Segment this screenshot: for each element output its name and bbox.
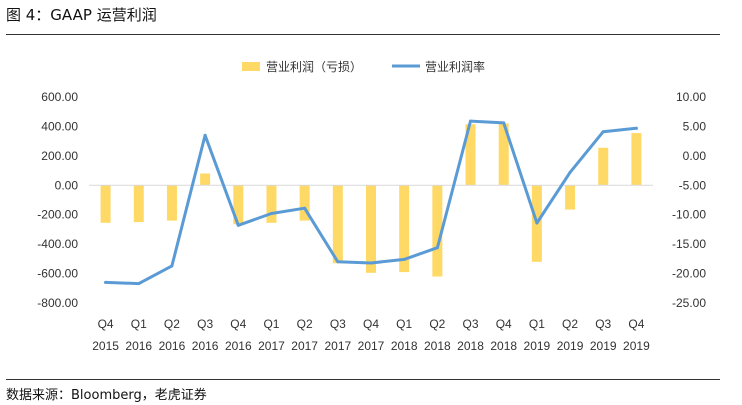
x-label-quarter: Q3 [197,317,213,331]
margin-point-q2-2017 [303,206,307,210]
x-label-year: 2019 [623,339,650,353]
x-label-year: 2019 [524,339,551,353]
legend-swatch-bar [242,62,260,71]
line-series [104,119,638,286]
x-label-year: 2016 [159,339,186,353]
margin-point-q1-2019 [535,221,539,225]
x-label-quarter: Q3 [330,317,346,331]
margin-point-q2-2018 [435,246,439,250]
margin-point-q4-2015 [104,280,108,284]
right-tick-label: 10.00 [676,90,706,104]
x-label-year: 2018 [490,339,517,353]
x-label-year: 2019 [557,339,584,353]
bar-q4-2019 [631,133,642,186]
margin-point-q1-2016 [137,282,141,286]
margin-point-q3-2017 [336,260,340,264]
bar-q2-2017 [299,185,310,221]
margin-point-q1-2018 [402,257,406,261]
x-label-quarter: Q2 [562,317,578,331]
x-label-year: 2017 [291,339,318,353]
bar-q2-2018 [432,185,443,277]
x-label-quarter: Q1 [529,317,545,331]
margin-point-q3-2016 [203,133,207,137]
margin-point-q4-2018 [502,121,506,125]
x-label-year: 2016 [125,339,152,353]
x-label-quarter: Q1 [131,317,147,331]
x-label-quarter: Q2 [429,317,445,331]
figure-title: 图 4：GAAP 运营利润 [6,6,157,24]
x-label-quarter: Q4 [230,317,246,331]
right-tick-label: -20.00 [672,267,706,281]
source-divider [6,379,720,380]
x-label-year: 2017 [324,339,351,353]
left-tick-label: 400.00 [41,119,78,133]
left-axis-ticks: 600.00 400.00 200.00 0.00 -200.00 -400.00 -600… [37,90,78,310]
right-tick-label: -25.00 [672,296,706,310]
x-label-year: 2016 [192,339,219,353]
legend-label-bar: 营业利润（亏损） [266,60,362,74]
x-label-year: 2018 [457,339,484,353]
right-tick-label: -5.00 [679,178,707,192]
x-label-year: 2019 [590,339,617,353]
right-tick-label: 5.00 [683,119,707,133]
bar-q3-2016 [200,173,211,186]
margin-point-q4-2019 [634,126,638,130]
legend: 营业利润（亏损） 营业利润率 [242,59,485,74]
margin-point-q2-2016 [170,264,174,268]
bar-q4-2017 [366,185,376,273]
x-label-quarter: Q1 [263,317,279,331]
margin-point-q3-2019 [601,130,605,134]
bar-q3-2019 [598,147,609,186]
bar-q4-2015 [100,185,111,223]
legend-label-line: 营业利润率 [425,59,485,74]
right-tick-label: -10.00 [672,208,706,222]
bar-series [100,123,642,277]
x-label-year: 2018 [391,339,418,353]
x-label-quarter: Q4 [363,317,379,331]
bar-q1-2017 [266,185,277,223]
x-label-year: 2017 [258,339,285,353]
left-tick-label: -200.00 [37,208,78,222]
x-label-quarter: Q2 [164,317,180,331]
title-divider [6,34,720,35]
margin-point-q4-2017 [369,261,373,265]
margin-point-q3-2018 [469,119,473,123]
bar-q2-2016 [166,185,177,221]
left-tick-label: 600.00 [41,90,78,104]
left-tick-label: 0.00 [55,178,79,192]
bar-q3-2017 [332,185,343,264]
margin-point-q1-2017 [269,212,273,216]
right-tick-label: -15.00 [672,237,706,251]
bar-q2-2019 [565,185,576,210]
bar-q4-2016 [233,185,244,225]
x-label-year: 2018 [424,339,451,353]
left-tick-label: -600.00 [37,267,78,281]
bar-q1-2018 [399,185,410,273]
x-label-quarter: Q3 [595,317,611,331]
x-label-year: 2017 [358,339,385,353]
source-note: 数据来源：Bloomberg，老虎证券 [6,388,207,403]
bar-q3-2018 [465,124,476,186]
right-tick-label: 0.00 [683,149,707,163]
left-tick-label: -400.00 [37,237,78,251]
x-label-quarter: Q4 [98,317,114,331]
x-label-quarter: Q4 [496,317,512,331]
left-tick-label: 200.00 [41,149,78,163]
x-label-quarter: Q2 [297,317,313,331]
bar-q1-2016 [133,185,144,223]
left-tick-label: -800.00 [37,296,78,310]
combo-chart: 营业利润（亏损） 营业利润率 600.00 400.00 200.00 0.00 -20… [37,59,706,353]
x-label-quarter: Q1 [396,317,412,331]
x-label-quarter: Q3 [463,317,479,331]
x-label-year: 2016 [225,339,252,353]
right-axis-ticks: 10.00 5.00 0.00 -5.00 -10.00 -15.00 -20.00 -25.… [672,90,706,310]
x-label-year: 2015 [92,339,119,353]
x-label-quarter: Q4 [628,317,644,331]
bar-q4-2018 [498,123,509,186]
margin-point-q4-2016 [236,223,240,227]
margin-point-q2-2019 [568,170,572,174]
x-axis-labels: Q4 2015 Q1 2016 Q2 2016 Q3 2016 Q4 2016 Q1 2017 Q2 20… [92,317,650,353]
